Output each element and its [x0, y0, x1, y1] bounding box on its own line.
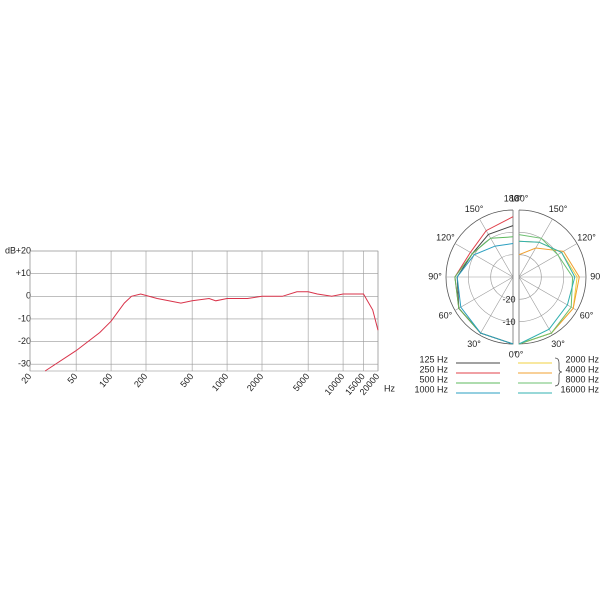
angle-label: 90°	[590, 271, 600, 281]
polar-spoke	[454, 276, 514, 311]
angle-label: 0°	[515, 349, 524, 359]
legend-label: 250 Hz	[419, 364, 448, 374]
y-tick-label: +20	[16, 245, 31, 255]
y-tick-label: +10	[16, 268, 31, 278]
polar-line	[518, 234, 574, 345]
angle-label: 30°	[467, 339, 481, 349]
legend-label: 2000 Hz	[565, 354, 599, 364]
polar-outer	[445, 209, 514, 345]
x-tick-label: 50	[65, 371, 79, 385]
x-tick-label: 100	[97, 371, 114, 389]
response-line	[44, 291, 379, 372]
legend-label: 8000 Hz	[565, 374, 599, 384]
angle-label: 0°	[509, 349, 518, 359]
angle-label: 120°	[436, 232, 455, 242]
legend-label: 4000 Hz	[565, 364, 599, 374]
polar-line	[454, 236, 514, 345]
x-tick-label: 500	[178, 371, 195, 389]
polar-spoke	[518, 276, 553, 336]
polar-spoke	[518, 276, 578, 311]
y-tick-label: 0	[26, 291, 31, 301]
angle-label: 150°	[549, 204, 568, 214]
angle-label: 90°	[428, 271, 442, 281]
polar-spoke	[479, 218, 514, 278]
angle-label: 180°	[510, 193, 529, 203]
legend-label: 16000 Hz	[560, 384, 599, 394]
x-tick-label: 5000	[291, 371, 312, 393]
y-tick-label: -30	[18, 359, 31, 369]
y-tick-label: -20	[18, 336, 31, 346]
angle-label: 60°	[439, 310, 453, 320]
x-tick-label: 2000	[245, 371, 266, 393]
angle-label: 30°	[551, 339, 565, 349]
r-tick-label: -10	[502, 317, 515, 327]
angle-label: 60°	[580, 310, 594, 320]
polar-line	[456, 243, 514, 345]
x-tick-label: 200	[132, 371, 149, 389]
polar-spoke	[518, 243, 578, 278]
x-tick-label: 1000	[210, 371, 231, 393]
legend-brace	[554, 357, 563, 387]
legend-label: 125 Hz	[419, 354, 448, 364]
x-tick-label: 20	[19, 371, 33, 385]
y-tick-label: -10	[18, 313, 31, 323]
x-tick-label: 10000	[323, 371, 347, 397]
polar-spoke	[454, 243, 514, 278]
angle-label: 180°	[504, 193, 523, 203]
legend-label: 1000 Hz	[414, 384, 448, 394]
polar-spoke	[479, 276, 514, 336]
plot-frame	[29, 250, 379, 372]
polar-line	[518, 240, 576, 345]
legend-label: 500 Hz	[419, 374, 448, 384]
r-tick-label: -20	[502, 295, 515, 305]
angle-label: 120°	[577, 232, 596, 242]
x-axis-label: Hz	[384, 383, 395, 393]
angle-label: 150°	[465, 204, 484, 214]
polar-outer	[518, 209, 587, 345]
y-axis-label: dB	[5, 245, 16, 255]
